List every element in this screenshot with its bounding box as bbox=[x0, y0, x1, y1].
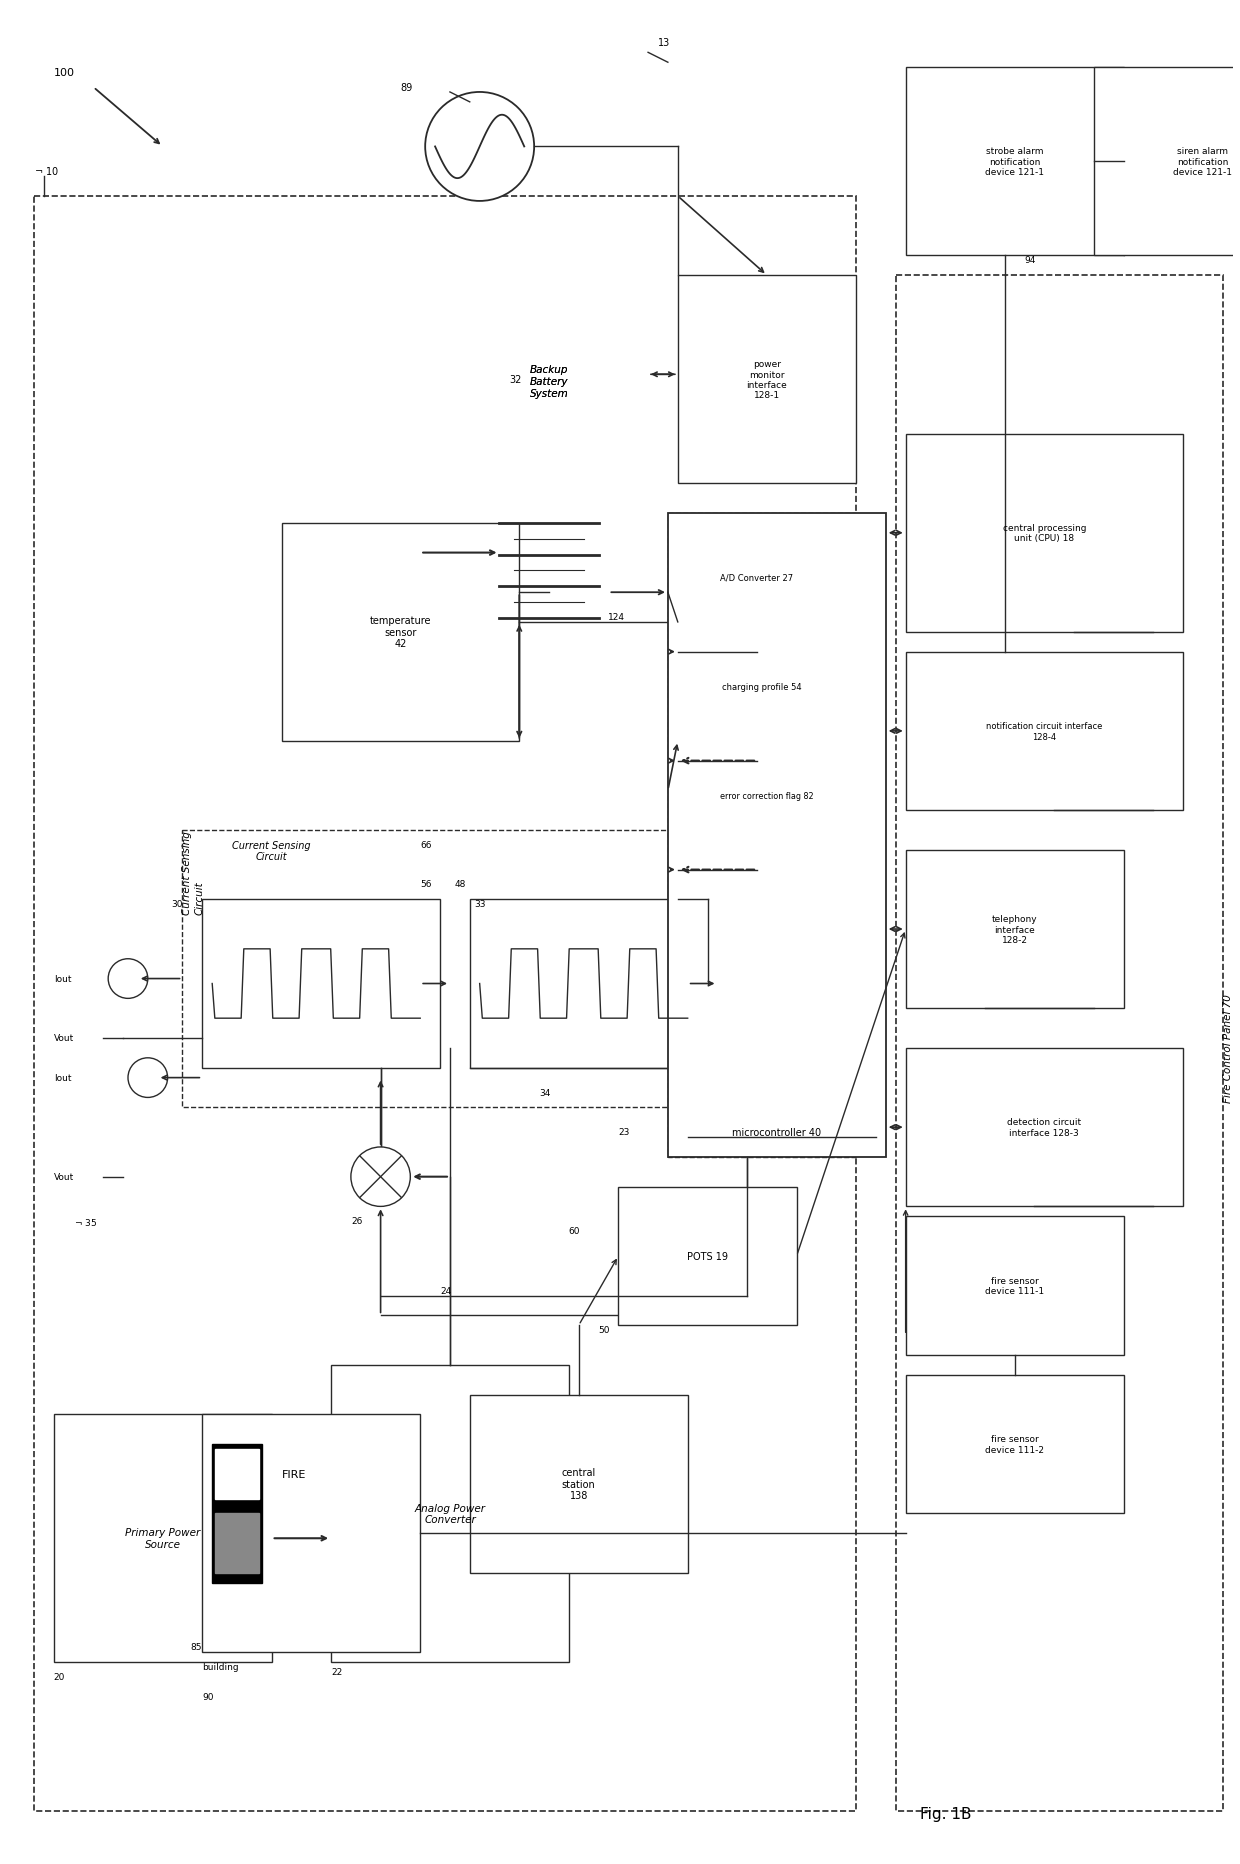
Text: 22: 22 bbox=[331, 1666, 342, 1676]
Bar bbox=[905, 850, 1123, 1008]
Text: central processing
unit (CPU) 18: central processing unit (CPU) 18 bbox=[1003, 524, 1086, 542]
Text: 85: 85 bbox=[191, 1642, 202, 1652]
Text: central
station
138: central station 138 bbox=[562, 1467, 596, 1501]
Text: 89: 89 bbox=[401, 84, 413, 93]
Bar bbox=[202, 900, 440, 1068]
Text: charging profile 54: charging profile 54 bbox=[722, 682, 802, 692]
Text: 24: 24 bbox=[440, 1286, 451, 1295]
Text: 20: 20 bbox=[53, 1672, 64, 1681]
Text: Iout: Iout bbox=[53, 1074, 71, 1083]
Text: detection circuit
interface 128-3: detection circuit interface 128-3 bbox=[1007, 1118, 1081, 1137]
Bar bbox=[212, 1445, 262, 1583]
Text: power
monitor
interface
128-1: power monitor interface 128-1 bbox=[746, 360, 787, 401]
Text: Primary Power
Source: Primary Power Source bbox=[125, 1528, 201, 1549]
Text: fire sensor
device 111-1: fire sensor device 111-1 bbox=[985, 1277, 1044, 1295]
Bar bbox=[905, 652, 1183, 811]
Text: POTS 19: POTS 19 bbox=[687, 1251, 728, 1262]
Bar bbox=[905, 434, 1183, 632]
Bar bbox=[905, 1048, 1183, 1206]
Text: 34: 34 bbox=[539, 1089, 551, 1096]
Bar bbox=[470, 900, 708, 1068]
Text: Analog Power
Converter: Analog Power Converter bbox=[414, 1502, 485, 1525]
Bar bbox=[905, 1376, 1123, 1514]
Text: A/D Converter 27: A/D Converter 27 bbox=[720, 574, 794, 583]
Text: $\neg$ 35: $\neg$ 35 bbox=[73, 1217, 97, 1228]
Text: telephony
interface
128-2: telephony interface 128-2 bbox=[992, 915, 1038, 945]
Bar bbox=[216, 1514, 259, 1573]
Circle shape bbox=[108, 960, 148, 999]
Circle shape bbox=[425, 93, 534, 201]
Bar bbox=[678, 533, 836, 623]
Text: Fig. 1B: Fig. 1B bbox=[920, 1806, 971, 1821]
Bar bbox=[202, 1415, 420, 1652]
Text: fire sensor
device 111-2: fire sensor device 111-2 bbox=[985, 1435, 1044, 1454]
Bar bbox=[668, 514, 856, 1158]
Text: 124: 124 bbox=[609, 613, 625, 623]
Text: error correction flag 82: error correction flag 82 bbox=[720, 792, 813, 800]
Bar bbox=[1094, 69, 1240, 255]
Text: 56: 56 bbox=[420, 880, 432, 889]
Text: Current Sensing
Circuit: Current Sensing Circuit bbox=[232, 841, 311, 861]
Text: strobe alarm
notification
device 121-1: strobe alarm notification device 121-1 bbox=[985, 147, 1044, 177]
Text: 48: 48 bbox=[454, 880, 465, 889]
Text: 50: 50 bbox=[599, 1325, 610, 1335]
Text: Backup
Battery
System: Backup Battery System bbox=[529, 365, 568, 399]
Text: 33: 33 bbox=[475, 900, 486, 910]
Bar bbox=[619, 1187, 796, 1325]
Text: 100: 100 bbox=[53, 69, 74, 78]
Text: 94: 94 bbox=[1024, 255, 1035, 265]
Text: Iout: Iout bbox=[53, 975, 71, 984]
Text: building: building bbox=[202, 1663, 239, 1672]
Text: 23: 23 bbox=[619, 1128, 630, 1137]
Circle shape bbox=[351, 1148, 410, 1206]
Text: 30: 30 bbox=[171, 900, 182, 910]
Text: temperature
sensor
42: temperature sensor 42 bbox=[370, 615, 432, 649]
Text: Vout: Vout bbox=[53, 1172, 74, 1182]
Bar bbox=[905, 69, 1123, 255]
Bar bbox=[33, 198, 856, 1810]
Text: 13: 13 bbox=[658, 39, 671, 48]
Text: 32: 32 bbox=[510, 375, 522, 386]
Bar bbox=[668, 514, 885, 1158]
Text: FIRE: FIRE bbox=[281, 1469, 306, 1478]
Bar bbox=[182, 831, 758, 1107]
Bar bbox=[216, 1450, 259, 1499]
Text: Current Sensing
Circuit: Current Sensing Circuit bbox=[182, 831, 205, 915]
Text: siren alarm
notification
device 121-1: siren alarm notification device 121-1 bbox=[1173, 147, 1233, 177]
Bar bbox=[678, 276, 856, 485]
Text: 26: 26 bbox=[351, 1217, 362, 1227]
Bar bbox=[678, 643, 846, 731]
Text: Vout: Vout bbox=[53, 1035, 74, 1044]
Circle shape bbox=[128, 1059, 167, 1098]
Text: $\neg$ 10: $\neg$ 10 bbox=[33, 166, 58, 177]
Text: 60: 60 bbox=[569, 1227, 580, 1236]
Bar bbox=[331, 1364, 569, 1663]
Text: Fire Control Panel 70: Fire Control Panel 70 bbox=[1223, 994, 1233, 1103]
Text: notification circuit interface
128-4: notification circuit interface 128-4 bbox=[986, 721, 1102, 742]
Bar bbox=[905, 1217, 1123, 1355]
Text: Backup
Battery
System: Backup Battery System bbox=[529, 365, 568, 399]
Bar bbox=[281, 524, 520, 742]
Bar bbox=[53, 1415, 272, 1663]
Text: microcontroller 40: microcontroller 40 bbox=[733, 1128, 821, 1137]
Bar bbox=[895, 276, 1223, 1810]
Text: 66: 66 bbox=[420, 841, 432, 850]
Bar bbox=[678, 751, 856, 841]
Bar bbox=[470, 1394, 688, 1573]
Text: 90: 90 bbox=[202, 1693, 213, 1700]
